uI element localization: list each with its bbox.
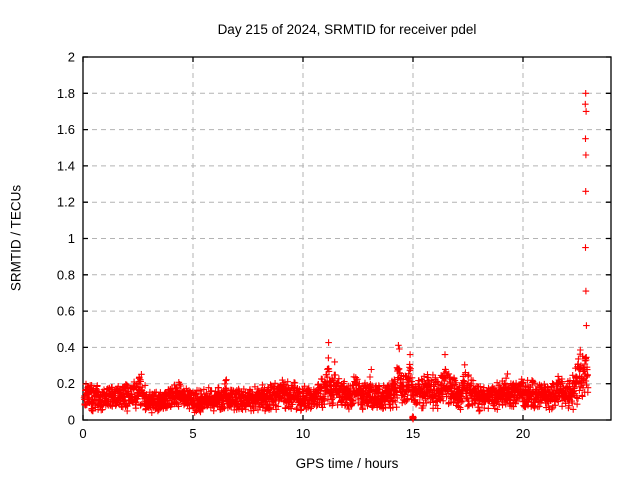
y-tick-label: 0 — [68, 413, 75, 428]
y-tick-label: 1.8 — [57, 86, 75, 101]
chart-title: Day 215 of 2024, SRMTID for receiver pde… — [217, 22, 477, 37]
x-tick-label: 5 — [189, 426, 196, 441]
x-tick-label: 10 — [296, 426, 310, 441]
x-tick-label: 0 — [79, 426, 86, 441]
tick-marks — [82, 56, 611, 421]
x-tick-label: 15 — [406, 426, 420, 441]
x-tick-label: 20 — [516, 426, 530, 441]
x-axis-label: GPS time / hours — [295, 456, 399, 471]
y-tick-label: 0.2 — [57, 376, 75, 391]
y-tick-label: 1 — [68, 231, 75, 246]
y-tick-label: 1.4 — [57, 158, 75, 173]
y-axis-label: SRMTID / TECUs — [8, 184, 24, 292]
data-points — [80, 90, 592, 423]
y-tick-label: 2 — [68, 50, 75, 65]
y-tick-label: 1.2 — [57, 195, 75, 210]
grid-lines — [82, 56, 611, 421]
y-tick-label: 0.6 — [57, 304, 75, 319]
y-tick-label: 0.8 — [57, 267, 75, 282]
y-tick-label: 0.4 — [57, 340, 75, 355]
y-tick-label: 1.6 — [57, 122, 75, 137]
